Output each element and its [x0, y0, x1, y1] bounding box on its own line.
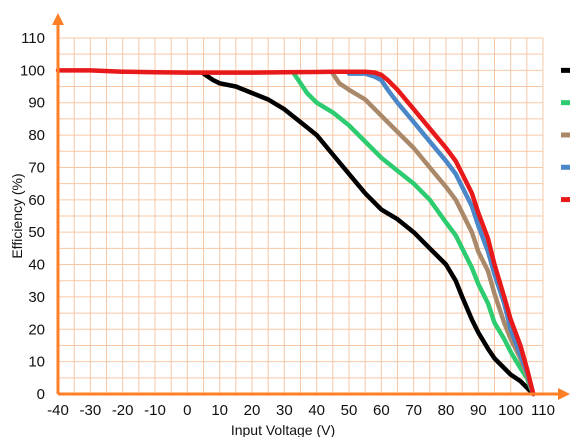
y-axis-arrow-icon: [52, 13, 64, 25]
y-tick-label: 70: [28, 159, 45, 176]
series-line-1: [201, 71, 536, 397]
x-tick-label: 90: [470, 402, 487, 419]
series-line-3: [330, 71, 536, 397]
x-tick-label: 110: [531, 402, 555, 419]
y-tick-label: 30: [28, 289, 45, 306]
y-tick-label: 20: [28, 321, 45, 338]
y-tick-label: 50: [28, 224, 45, 241]
tick-labels: -40 -30 -20 -10 0 10 20 30 40 50 60 70 80 90 100 110 0 10…: [20, 30, 555, 419]
y-axis-title: Efficiency (%): [9, 173, 25, 258]
x-tick-label: -20: [112, 402, 134, 419]
legend: [561, 67, 570, 203]
y-tick-label: 100: [20, 62, 45, 79]
x-tick-label: 20: [244, 402, 261, 419]
x-tick-label: -10: [144, 402, 166, 419]
x-axis-arrow-icon: [558, 388, 570, 400]
x-tick-label: 100: [498, 402, 523, 419]
y-tick-label: 90: [28, 95, 45, 112]
y-tick-label: 0: [37, 386, 45, 403]
series-line-5: [55, 68, 536, 397]
series-line-2: [291, 71, 536, 397]
x-axis-title: Input Voltage (V): [231, 422, 335, 437]
x-tick-label: 80: [438, 402, 455, 419]
x-tick-label: 40: [308, 402, 325, 419]
y-tick-label: 60: [28, 192, 45, 209]
x-tick-label: 10: [211, 402, 228, 419]
x-tick-label: 30: [276, 402, 293, 419]
series-line-4: [346, 71, 536, 397]
x-tick-label: 0: [183, 402, 191, 419]
y-tick-label: 10: [28, 354, 45, 371]
x-tick-label: 60: [373, 402, 390, 419]
y-tick-label: 110: [21, 30, 45, 47]
x-tick-label: 50: [341, 402, 358, 419]
x-tick-label: -40: [47, 402, 69, 419]
x-tick-label: 70: [405, 402, 422, 419]
grid-lines: [58, 37, 544, 394]
y-tick-label: 80: [28, 127, 45, 144]
y-tick-label: 40: [28, 257, 45, 274]
x-tick-label: -30: [79, 402, 101, 419]
series-layer: [55, 68, 536, 397]
axes: [52, 13, 570, 400]
